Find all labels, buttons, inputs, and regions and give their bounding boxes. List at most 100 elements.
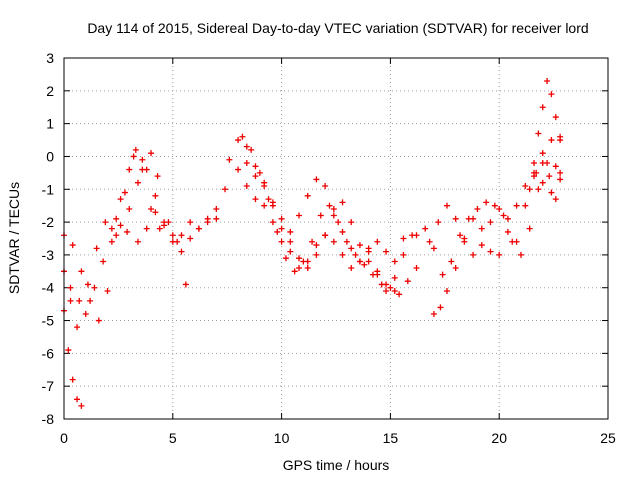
data-point xyxy=(274,228,281,235)
y-tick-label: -3 xyxy=(42,247,55,263)
data-point xyxy=(78,268,85,275)
data-point xyxy=(526,186,533,193)
data-point xyxy=(448,258,455,265)
data-point xyxy=(391,288,398,295)
x-tick-label: 10 xyxy=(274,430,290,446)
data-point xyxy=(313,251,320,258)
y-tick-label: -6 xyxy=(42,345,55,361)
data-point xyxy=(104,288,111,295)
data-point xyxy=(439,271,446,278)
data-point xyxy=(343,238,350,245)
data-point xyxy=(95,317,102,324)
data-point xyxy=(522,182,529,189)
data-point xyxy=(69,242,76,249)
data-point xyxy=(287,248,294,255)
data-point xyxy=(156,225,163,232)
data-point xyxy=(330,238,337,245)
data-point xyxy=(304,192,311,199)
data-point xyxy=(117,222,124,229)
data-point xyxy=(383,281,390,288)
axis-ticks xyxy=(63,57,609,420)
series-track-12 xyxy=(430,169,564,317)
data-point xyxy=(296,265,303,272)
data-point xyxy=(261,179,268,186)
data-point xyxy=(348,245,355,252)
data-points xyxy=(61,77,564,409)
data-point xyxy=(374,268,381,275)
data-point xyxy=(235,137,242,144)
data-point xyxy=(213,205,220,212)
data-point xyxy=(222,186,229,193)
data-point xyxy=(531,160,538,167)
data-point xyxy=(374,238,381,245)
data-point xyxy=(452,215,459,222)
data-point xyxy=(148,205,155,212)
data-point xyxy=(261,202,268,209)
data-point xyxy=(391,258,398,265)
grid-lines xyxy=(64,58,608,419)
data-point xyxy=(339,228,346,235)
data-point xyxy=(443,288,450,295)
data-point xyxy=(326,202,333,209)
data-point xyxy=(74,396,81,403)
data-point xyxy=(243,143,250,150)
data-point xyxy=(548,137,555,144)
series-track-3 xyxy=(61,153,189,324)
data-point xyxy=(491,202,498,209)
data-point xyxy=(67,284,74,291)
data-point xyxy=(544,77,551,84)
data-point xyxy=(548,91,555,98)
data-point xyxy=(339,251,346,258)
data-point xyxy=(352,251,359,258)
data-point xyxy=(557,169,564,176)
data-point xyxy=(539,150,546,157)
series-track-8 xyxy=(243,160,398,295)
data-point xyxy=(100,258,107,265)
x-axis-label: GPS time / hours xyxy=(283,457,390,473)
data-point xyxy=(278,238,285,245)
series-track-5 xyxy=(108,166,229,255)
data-point xyxy=(548,189,555,196)
data-point xyxy=(526,225,533,232)
data-point xyxy=(76,297,83,304)
data-point xyxy=(117,196,124,203)
y-tick-labels: -8 -7 -6 -5 -4 -3 -2 -1 0 1 2 3 xyxy=(42,50,55,427)
data-point xyxy=(400,235,407,242)
x-tick-label: 20 xyxy=(491,430,507,446)
data-point xyxy=(139,156,146,163)
data-point xyxy=(304,265,311,272)
data-point xyxy=(154,173,161,180)
data-point xyxy=(539,104,546,111)
data-point xyxy=(243,160,250,167)
data-point xyxy=(452,265,459,272)
data-point xyxy=(313,242,320,249)
data-point xyxy=(313,176,320,183)
data-point xyxy=(422,225,429,232)
data-point xyxy=(504,228,511,235)
data-point xyxy=(300,258,307,265)
data-point xyxy=(535,130,542,137)
data-point xyxy=(152,209,159,216)
data-point xyxy=(437,304,444,311)
series-track-11 xyxy=(413,160,559,278)
data-point xyxy=(169,232,176,239)
data-point xyxy=(557,176,564,183)
data-point xyxy=(252,163,259,170)
data-point xyxy=(148,150,155,157)
data-point xyxy=(400,251,407,258)
series-track-10 xyxy=(426,133,564,258)
data-point xyxy=(67,297,74,304)
data-point xyxy=(322,182,329,189)
data-point xyxy=(287,238,294,245)
data-point xyxy=(278,215,285,222)
data-point xyxy=(470,251,477,258)
data-point xyxy=(187,235,194,242)
data-point xyxy=(391,274,398,281)
y-tick-label: 0 xyxy=(46,148,54,164)
data-point xyxy=(426,238,433,245)
data-point xyxy=(443,202,450,209)
data-point xyxy=(317,212,324,219)
data-point xyxy=(169,238,176,245)
data-point xyxy=(552,163,559,170)
